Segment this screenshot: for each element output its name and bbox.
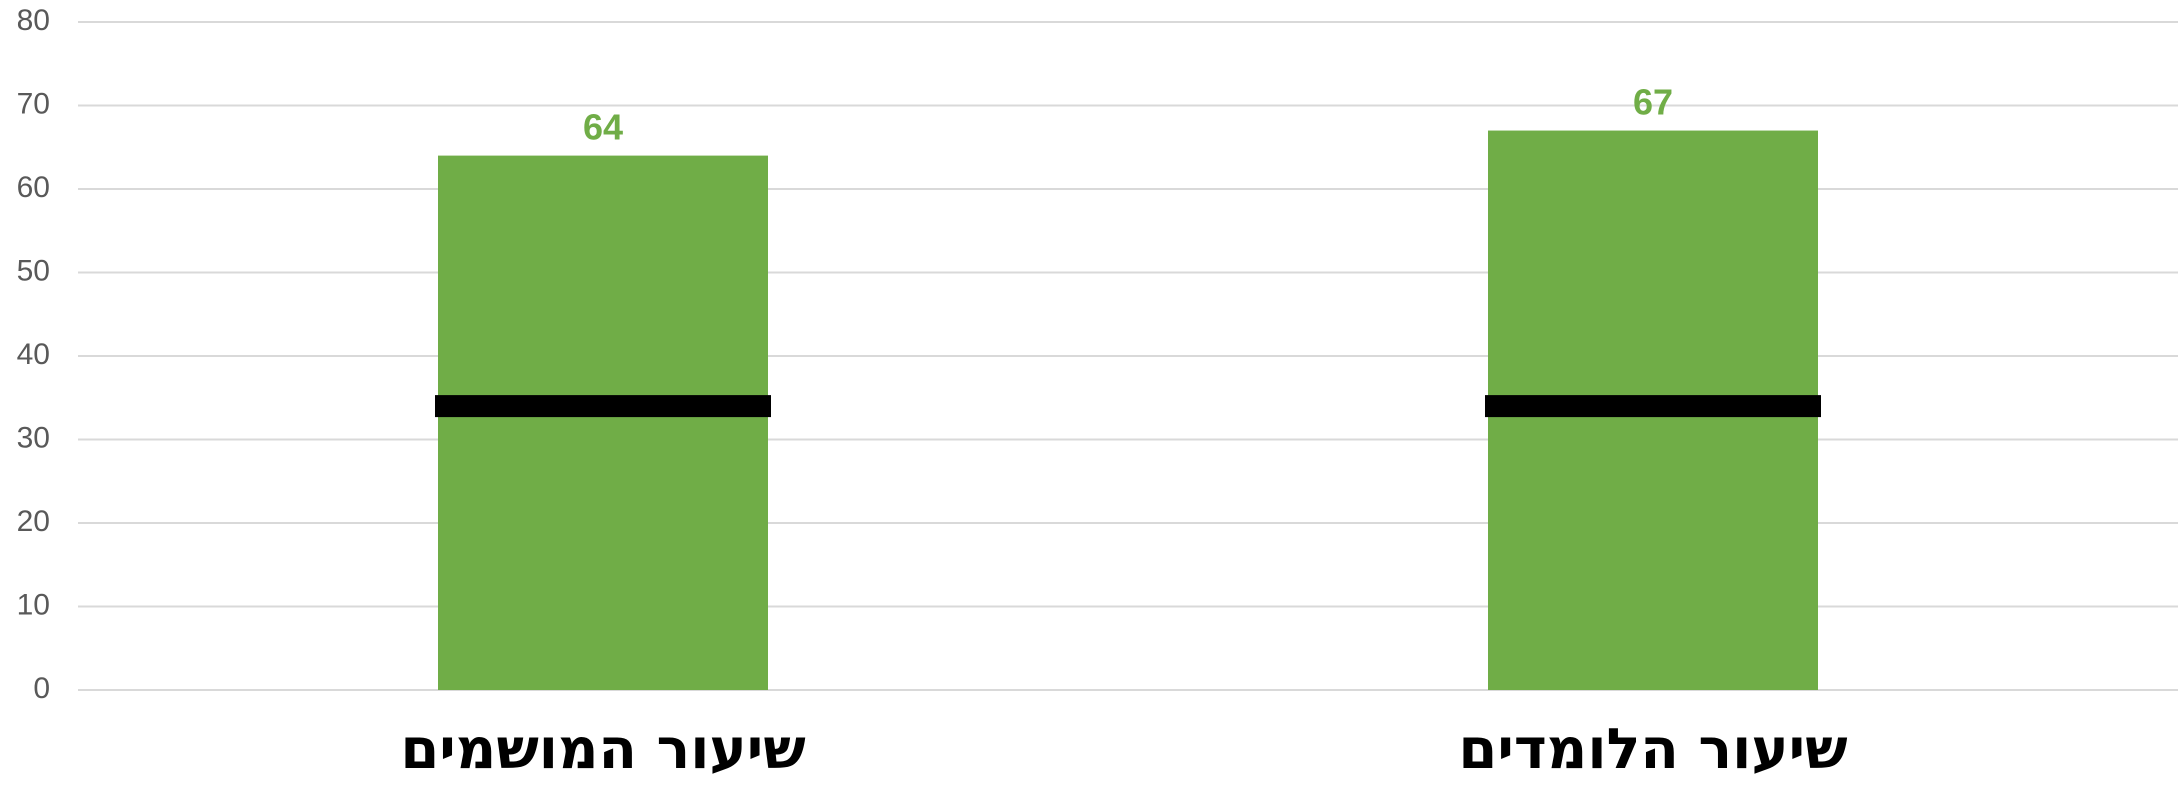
bar-data-label: 67 <box>1633 82 1673 123</box>
bar <box>438 155 768 691</box>
y-tick-label: 20 <box>17 505 50 538</box>
reference-lines <box>435 395 1821 418</box>
gridlines <box>78 21 2178 691</box>
y-tick-label: 10 <box>17 588 50 621</box>
y-axis-ticks: 0 10 20 30 40 50 60 70 80 <box>17 4 50 705</box>
x-category-label: שיעור המושמים <box>400 717 805 782</box>
x-axis-categories: שיעור המושמים שיעור הלומדים <box>400 717 1847 782</box>
y-tick-label: 0 <box>33 672 50 705</box>
reference-line-marker <box>1485 395 1821 418</box>
reference-line-marker <box>435 395 771 418</box>
y-tick-label: 40 <box>17 338 50 371</box>
x-category-label: שיעור הלומדים <box>1458 717 1847 782</box>
y-tick-label: 30 <box>17 421 50 454</box>
bar-data-label: 64 <box>583 107 623 148</box>
data-labels: 64 67 <box>583 82 1673 148</box>
y-tick-label: 50 <box>17 254 50 287</box>
y-tick-label: 70 <box>17 87 50 120</box>
y-tick-label: 60 <box>17 171 50 204</box>
y-tick-label: 80 <box>17 4 50 37</box>
